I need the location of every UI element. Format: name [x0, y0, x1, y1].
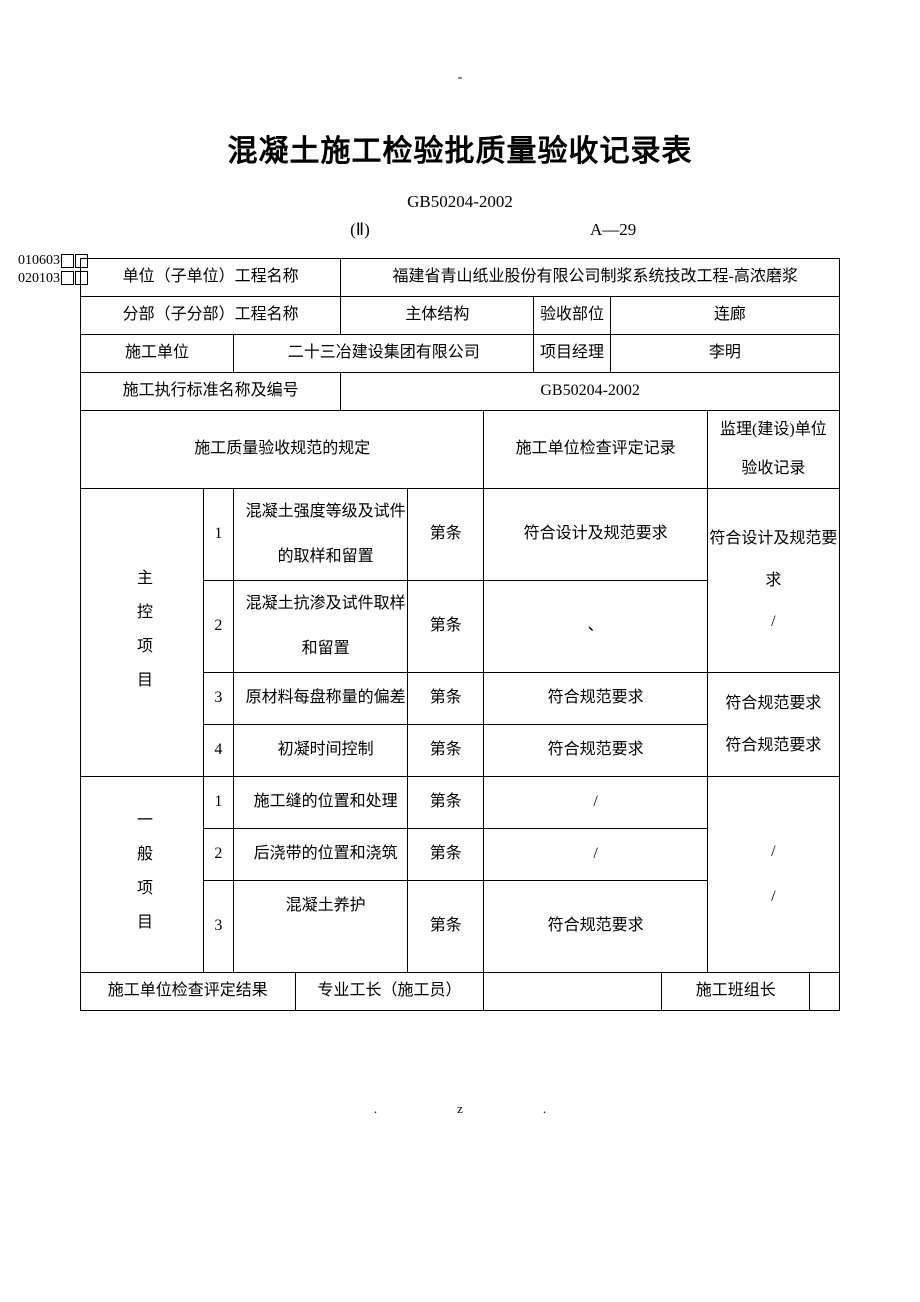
col-head-b: 施工单位检查评定记录	[484, 411, 707, 489]
pm-value: 李明	[610, 335, 839, 373]
item-clause: 第条	[408, 581, 484, 673]
page-footer: .z.	[80, 1101, 840, 1117]
item-clause: 第条	[408, 881, 484, 973]
item-text: 混凝土强度等级及试件的取样和留置	[234, 489, 408, 581]
item-clause: 第条	[408, 777, 484, 829]
foreman-label: 专业工长（施工员）	[295, 973, 484, 1011]
subtitle-standard: GB50204-2002	[80, 192, 840, 212]
item-num: 3	[203, 673, 234, 725]
part-name-value: 主体结构	[341, 297, 534, 335]
item-record: 符合规范要求	[484, 673, 707, 725]
page-title: 混凝土施工检验批质量验收记录表	[80, 126, 840, 170]
item-record: 、	[484, 581, 707, 673]
item-num: 3	[203, 881, 234, 973]
col-head-c: 监理(建设)单位 验收记录	[707, 411, 839, 489]
item-record: 符合规范要求	[484, 881, 707, 973]
item-num: 1	[203, 777, 234, 829]
item-record: 符合规范要求	[484, 725, 707, 777]
constructor-value: 二十三冶建设集团有限公司	[234, 335, 534, 373]
item-text: 原材料每盘称量的偏差	[234, 673, 408, 725]
item-record: /	[484, 829, 707, 881]
item-clause: 第条	[408, 489, 484, 581]
unit-name-value: 福建省青山纸业股份有限公司制浆系统技改工程-高浓磨浆	[341, 259, 840, 297]
subtitle-roman: (Ⅱ)	[330, 220, 390, 240]
unit-name-label: 单位（子单位）工程名称	[81, 259, 341, 297]
teamlead-value	[810, 973, 840, 1011]
foreman-value	[484, 973, 662, 1011]
item-text: 施工缝的位置和处理	[234, 777, 408, 829]
constructor-label: 施工单位	[81, 335, 234, 373]
group-general: 一般项目	[81, 777, 204, 973]
teamlead-label: 施工班组长	[662, 973, 810, 1011]
item-clause: 第条	[408, 829, 484, 881]
result-label: 施工单位检查评定结果	[81, 973, 296, 1011]
item-num: 2	[203, 581, 234, 673]
std-label: 施工执行标准名称及编号	[81, 373, 341, 411]
pm-label: 项目经理	[534, 335, 610, 373]
item-text: 后浇带的位置和浇筑	[234, 829, 408, 881]
verify-cell: //	[707, 777, 839, 973]
item-clause: 第条	[408, 725, 484, 777]
item-text: 初凝时间控制	[234, 725, 408, 777]
item-record: /	[484, 777, 707, 829]
item-num: 4	[203, 725, 234, 777]
group-main: 主控项目	[81, 489, 204, 777]
item-text: 混凝土养护	[234, 881, 408, 973]
form-number: A—29	[390, 220, 840, 240]
dash-top: -	[80, 70, 840, 86]
accept-part-label: 验收部位	[534, 297, 610, 335]
col-head-a: 施工质量验收规范的规定	[81, 411, 484, 489]
item-num: 1	[203, 489, 234, 581]
verify-cell: 符合规范要求符合规范要求	[707, 673, 839, 777]
verify-cell: 符合设计及规范要求/	[707, 489, 839, 673]
item-text: 混凝土抗渗及试件取样和留置	[234, 581, 408, 673]
code-column: 010603 020103	[18, 252, 88, 287]
item-record: 符合设计及规范要求	[484, 489, 707, 581]
code-2: 020103	[18, 271, 60, 286]
item-clause: 第条	[408, 673, 484, 725]
accept-part-value: 连廊	[610, 297, 839, 335]
std-value: GB50204-2002	[341, 373, 840, 411]
code-1: 010603	[18, 253, 60, 268]
main-table: 单位（子单位）工程名称 福建省青山纸业股份有限公司制浆系统技改工程-高浓磨浆 分…	[80, 258, 840, 1011]
item-num: 2	[203, 829, 234, 881]
part-name-label: 分部（子分部）工程名称	[81, 297, 341, 335]
